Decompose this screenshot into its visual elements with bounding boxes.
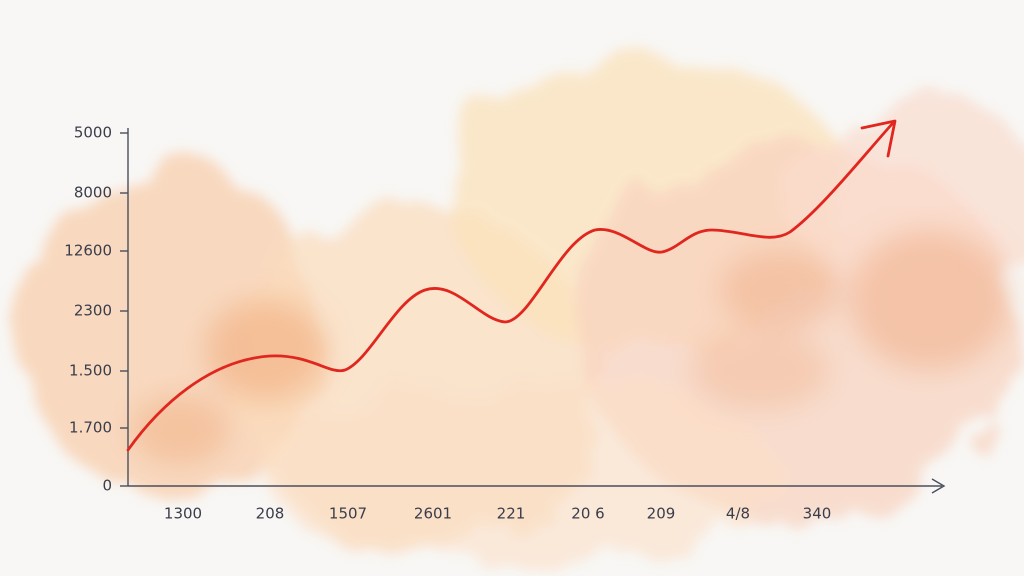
- x-label: 209: [647, 505, 676, 523]
- x-axis-labels: 1300 208 1507 2601 221 20 6 209 4/8 340: [164, 505, 831, 523]
- x-label: 4/8: [726, 505, 750, 523]
- y-label: 0: [102, 477, 112, 495]
- x-label: 1300: [164, 505, 202, 523]
- x-label: 2601: [414, 505, 452, 523]
- axes: [120, 128, 946, 494]
- x-label: 1507: [329, 505, 367, 523]
- y-label: 2300: [74, 302, 112, 320]
- watercolor-stains: [130, 230, 1010, 465]
- y-label: 5000: [74, 124, 112, 142]
- x-label: 340: [803, 505, 832, 523]
- y-label: 8000: [74, 184, 112, 202]
- y-axis-labels: 5000 8000 12600 2300 1.500 1.700 0: [64, 124, 112, 495]
- y-label: 1.700: [69, 419, 112, 437]
- trend-arrow: [126, 119, 897, 452]
- x-label: 20 6: [571, 505, 604, 523]
- y-label: 1.500: [69, 362, 112, 380]
- y-label: 12600: [64, 242, 112, 260]
- x-label: 221: [497, 505, 526, 523]
- x-label: 208: [256, 505, 285, 523]
